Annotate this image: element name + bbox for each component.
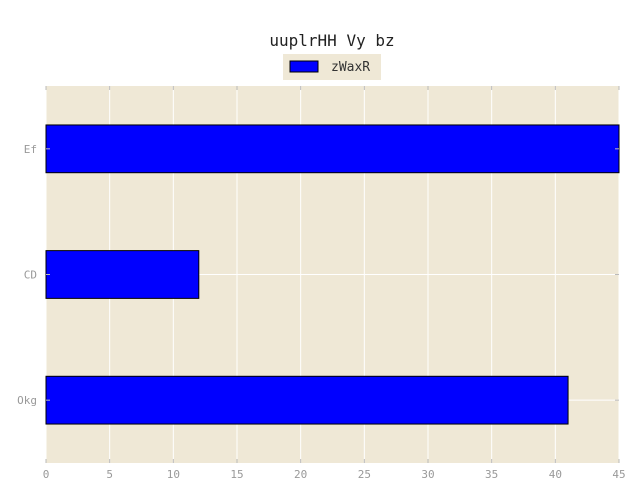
x-tick-label: 45 (612, 468, 625, 481)
axis-ticks: 0 5 10 15 20 25 30 35 40 45 Okg CD Ef (17, 86, 626, 481)
bars (45, 124, 620, 425)
x-tick-label: 25 (358, 468, 371, 481)
chart-title: uuplrHH Vy bz (269, 31, 394, 50)
legend-label: zWaxR (331, 60, 370, 75)
x-tick-label: 20 (294, 468, 307, 481)
x-tick-label: 5 (106, 468, 113, 481)
x-tick-label: 0 (43, 468, 50, 481)
bar-okg (45, 375, 569, 425)
y-tick-label: Ef (24, 143, 37, 156)
x-tick-label: 40 (549, 468, 562, 481)
legend: zWaxR (283, 54, 381, 80)
y-tick-label: Okg (17, 394, 37, 407)
legend-swatch (289, 60, 319, 73)
x-tick-label: 30 (421, 468, 434, 481)
x-tick-label: 35 (485, 468, 498, 481)
x-tick-label: 10 (167, 468, 180, 481)
y-tick-label: CD (24, 269, 37, 282)
x-tick-label: 15 (230, 468, 243, 481)
bar-ef (45, 124, 620, 174)
bar-cd (45, 250, 200, 299)
